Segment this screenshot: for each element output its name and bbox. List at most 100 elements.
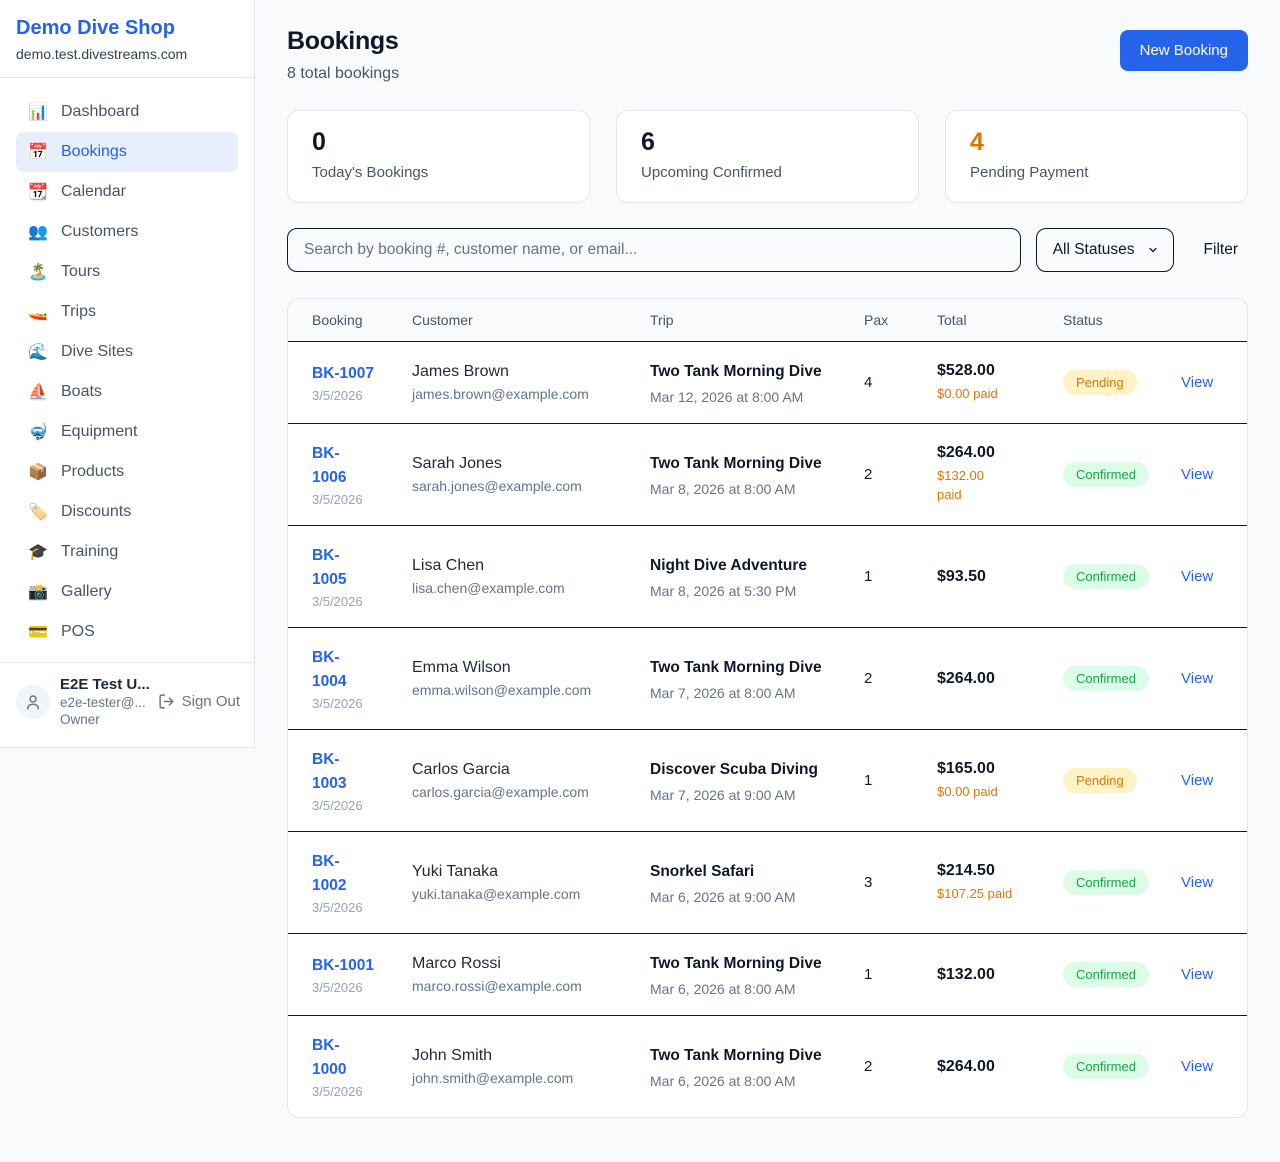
status-filter-select[interactable]: All Statuses [1035, 228, 1174, 272]
sidebar-item-label: Dashboard [61, 103, 140, 120]
customer-email: james.brown@example.com [412, 386, 589, 402]
booking-date: 3/5/2026 [312, 900, 363, 916]
sidebar-item-boats[interactable]: ⛵ Boats [16, 372, 238, 412]
user-icon [27, 694, 39, 709]
sidebar-item-calendar[interactable]: 📆 Calendar [16, 172, 238, 212]
view-link[interactable]: View [1181, 466, 1214, 484]
view-link[interactable]: View [1181, 772, 1214, 790]
view-link[interactable]: View [1181, 1058, 1214, 1076]
status-badge: Confirmed [1063, 564, 1149, 590]
view-link[interactable]: View [1181, 670, 1214, 688]
sidebar-item-dive-sites[interactable]: 🌊 Dive Sites [16, 332, 238, 372]
trip-name: Discover Scuba Diving [650, 761, 818, 779]
column-header-pax: Pax [852, 299, 925, 342]
users-icon: 👥 [28, 224, 48, 241]
total-amount: $93.50 [937, 567, 986, 585]
customer-email: john.smith@example.com [412, 1070, 574, 1087]
camera-icon: 📸 [28, 584, 48, 601]
booking-id-link[interactable]: BK-1001 [312, 957, 375, 975]
calendar-icon: 📅 [28, 144, 48, 161]
column-header-total: Total [925, 299, 1051, 342]
diving-mask-icon: 🤿 [28, 424, 48, 441]
trip-datetime: Mar 6, 2026 at 8:00 AM [650, 981, 796, 998]
total-amount: $132.00 [937, 965, 995, 983]
view-link[interactable]: View [1181, 568, 1214, 586]
booking-id-link[interactable]: BK- 1005 [312, 547, 347, 589]
sidebar-item-products[interactable]: 📦 Products [16, 452, 238, 492]
trip-datetime: Mar 7, 2026 at 9:00 AM [650, 787, 796, 804]
sidebar-item-label: Trips [61, 303, 96, 320]
page-header: Bookings 8 total bookings New Booking [287, 27, 1248, 83]
speedboat-icon: 🚤 [28, 304, 48, 321]
sidebar-item-discounts[interactable]: 🏷️ Discounts [16, 492, 238, 532]
sidebar-item-customers[interactable]: 👥 Customers [16, 212, 238, 252]
stat-label: Upcoming Confirmed [641, 164, 782, 181]
sidebar-item-gallery[interactable]: 📸 Gallery [16, 572, 238, 612]
trip-name: Snorkel Safari [650, 863, 755, 881]
sidebar-item-label: Calendar [61, 183, 126, 200]
sidebar-item-tours[interactable]: 🏝️ Tours [16, 252, 238, 292]
bookings-table-card: Booking Customer Trip Pax Total Status BK-100… [287, 298, 1248, 1119]
status-badge: Confirmed [1063, 962, 1149, 988]
booking-id-link[interactable]: BK-1007 [312, 365, 375, 382]
user-section: E2E Test U... e2e-tester@... Owner Sign … [0, 662, 254, 747]
trip-name: Night Dive Adventure [650, 557, 808, 575]
page-subtitle: 8 total bookings [287, 65, 400, 82]
trip-name: Two Tank Morning Dive [650, 455, 822, 473]
total-amount: $214.50 [937, 861, 995, 879]
booking-id-link[interactable]: BK- 1003 [312, 751, 347, 793]
table-row: BK- 1000 3/5/2026 John Smith john.smith@exa… [288, 1016, 1247, 1118]
sailboat-icon: ⛵ [28, 384, 48, 401]
sidebar-item-training[interactable]: 🎓 Training [16, 532, 238, 572]
sidebar-nav: 📊 Dashboard 📅 Bookings 📆 Calendar 👥 Customers 🏝️… [0, 78, 254, 662]
filter-label: Filter [1203, 241, 1238, 258]
view-link[interactable]: View [1181, 374, 1214, 391]
user-role: Owner [60, 712, 100, 727]
stat-label: Today's Bookings [312, 164, 429, 181]
trip-name: Two Tank Morning Dive [650, 363, 822, 380]
trip-datetime: Mar 6, 2026 at 8:00 AM [650, 1073, 796, 1090]
log-out-icon [159, 694, 174, 709]
total-amount: $528.00 [937, 361, 995, 379]
view-link[interactable]: View [1181, 966, 1214, 984]
search-input[interactable] [287, 228, 1021, 272]
user-info: E2E Test U... e2e-tester@... Owner [60, 676, 150, 727]
amount-paid: $107.25 paid [937, 885, 1013, 901]
table-row: BK- 1006 3/5/2026 Sarah Jones sarah.jones@e… [288, 423, 1247, 527]
pax-value: 1 [864, 966, 873, 984]
sidebar-item-pos[interactable]: 💳 POS [16, 612, 238, 652]
customer-email: marco.rossi@example.com [412, 978, 582, 995]
tag-icon: 🏷️ [28, 504, 48, 521]
sidebar-item-label: Products [61, 463, 125, 480]
booking-id-link[interactable]: BK- 1006 [312, 445, 347, 487]
new-booking-button[interactable]: New Booking [1119, 30, 1248, 71]
booking-id-link[interactable]: BK- 1004 [312, 649, 347, 691]
customer-name: Sarah Jones [412, 455, 502, 473]
pax-value: 2 [864, 1058, 873, 1076]
column-header-customer: Customer [400, 299, 638, 342]
total-amount: $264.00 [937, 669, 995, 687]
sidebar-item-label: Discounts [61, 503, 132, 520]
view-link[interactable]: View [1181, 874, 1214, 892]
booking-id-link[interactable]: BK- 1002 [312, 853, 347, 895]
status-badge: Pending [1063, 768, 1137, 794]
sidebar-item-label: Boats [61, 383, 102, 400]
sidebar-item-dashboard[interactable]: 📊 Dashboard [16, 92, 238, 132]
sidebar-item-equipment[interactable]: 🤿 Equipment [16, 412, 238, 452]
customer-email: emma.wilson@example.com [412, 682, 592, 699]
sign-out-button[interactable]: Sign Out [158, 693, 240, 710]
pax-value: 4 [864, 374, 873, 391]
trip-datetime: Mar 8, 2026 at 8:00 AM [650, 481, 796, 498]
sidebar: Demo Dive Shop demo.test.divestreams.com… [0, 0, 255, 748]
sidebar-item-bookings[interactable]: 📅 Bookings [16, 132, 238, 172]
brand: Demo Dive Shop demo.test.divestreams.com [0, 0, 254, 78]
sidebar-item-trips[interactable]: 🚤 Trips [16, 292, 238, 332]
bookings-table: Booking Customer Trip Pax Total Status BK-100… [288, 299, 1247, 1117]
column-header-trip: Trip [638, 299, 852, 342]
trip-name: Two Tank Morning Dive [650, 659, 822, 677]
pax-value: 2 [864, 670, 873, 688]
booking-id-link[interactable]: BK- 1000 [312, 1037, 347, 1079]
status-badge: Confirmed [1063, 462, 1149, 488]
customer-email: lisa.chen@example.com [412, 580, 565, 597]
trip-name: Two Tank Morning Dive [650, 1047, 822, 1065]
